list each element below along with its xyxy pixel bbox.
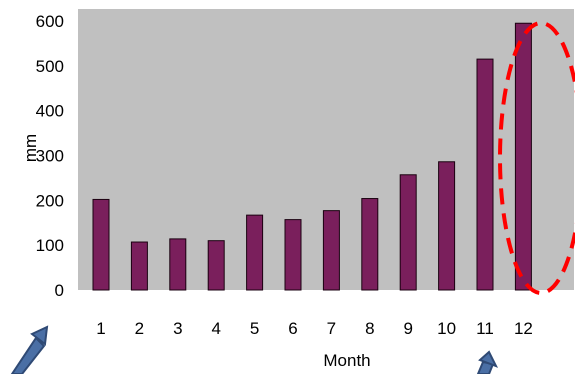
- x-tick-label: 8: [365, 319, 374, 338]
- x-tick-label: 11: [476, 319, 494, 338]
- y-tick-label: 500: [36, 57, 64, 76]
- bar-month-6: [284, 219, 302, 291]
- x-tick-label: 2: [135, 319, 144, 338]
- bar-month-5: [246, 214, 264, 291]
- x-axis-title: Month: [323, 351, 370, 370]
- bar-month-4: [207, 240, 225, 291]
- bar-month-11: [476, 58, 494, 291]
- bar-month-12: [514, 22, 532, 291]
- x-tick-label: 5: [250, 319, 259, 338]
- bar-month-9: [399, 174, 417, 291]
- y-tick-label: 400: [36, 102, 64, 121]
- x-tick-label: 1: [96, 319, 105, 338]
- y-axis-ticks: 0 100 200 300 400 500 600: [36, 12, 64, 300]
- y-tick-label: 0: [55, 281, 64, 300]
- annotation-arrow-right: [476, 350, 499, 374]
- x-tick-label: 3: [173, 319, 182, 338]
- bar-month-7: [322, 210, 340, 291]
- annotation-arrow-left: [10, 325, 49, 374]
- bar-month-2: [130, 241, 148, 291]
- bars: [92, 22, 532, 291]
- y-tick-label: 600: [36, 12, 64, 31]
- x-tick-label: 9: [403, 319, 412, 338]
- x-tick-label: 10: [437, 319, 456, 338]
- x-tick-label: 4: [211, 319, 220, 338]
- x-tick-label: 7: [327, 319, 336, 338]
- y-axis-title: mm: [21, 134, 40, 162]
- y-tick-label: 100: [36, 236, 64, 255]
- bar-month-3: [169, 238, 187, 291]
- bar-month-1: [92, 198, 110, 291]
- bar-month-10: [438, 161, 456, 291]
- x-tick-label: 6: [288, 319, 297, 338]
- x-tick-label: 12: [514, 319, 533, 338]
- y-tick-label: 300: [36, 147, 64, 166]
- y-tick-label: 200: [36, 191, 64, 210]
- bar-month-8: [361, 198, 379, 291]
- x-axis-ticks: 1 2 3 4 5 6 7 8 9 10 11 12: [96, 319, 533, 338]
